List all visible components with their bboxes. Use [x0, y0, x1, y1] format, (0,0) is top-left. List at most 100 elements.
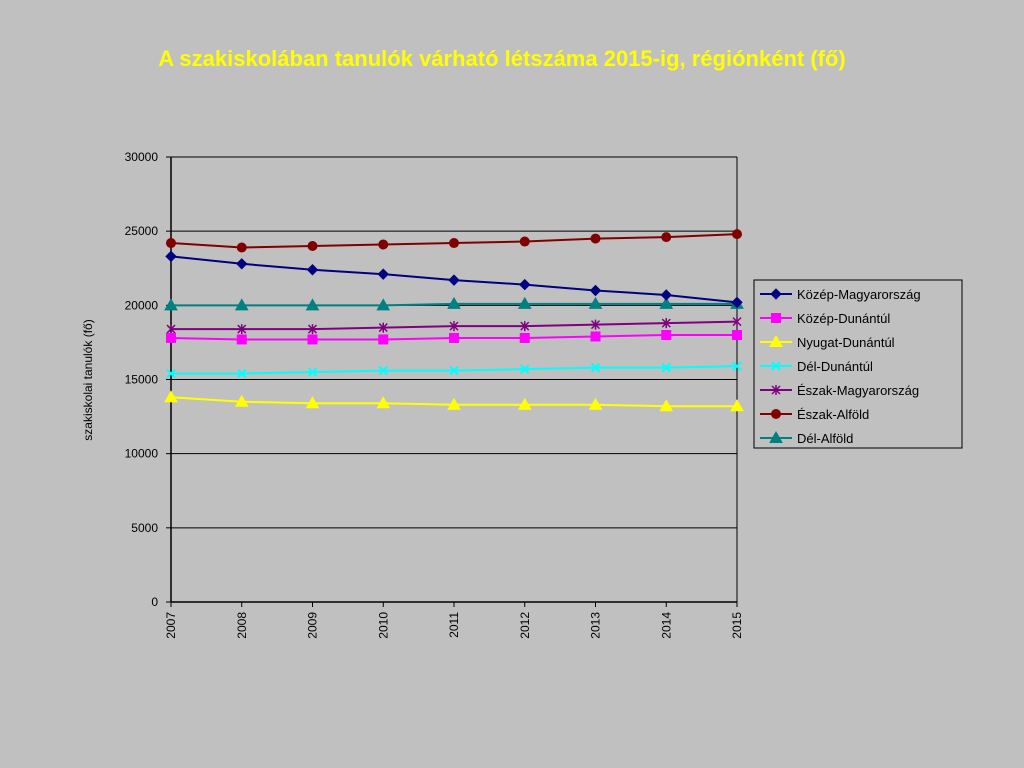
- data-point: [164, 298, 178, 311]
- data-point: [166, 324, 176, 335]
- y-tick-labels: 0 5000 10000 15000 20000 25000 30000: [125, 150, 159, 609]
- legend-label: Dél-Alföld: [797, 431, 853, 446]
- legend-box: [753, 279, 963, 449]
- data-point: [164, 390, 178, 403]
- x-tick-label: 2015: [730, 612, 744, 639]
- data-point: [449, 365, 459, 376]
- series-5: [166, 229, 742, 253]
- series-1: [166, 330, 742, 345]
- data-point: [732, 316, 742, 327]
- y-tick-label: 10000: [125, 447, 159, 461]
- data-point: [519, 236, 530, 247]
- legend-label: Észak-Alföld: [797, 407, 869, 422]
- data-point: [378, 322, 388, 333]
- data-point: [659, 399, 674, 412]
- y-tick-label: 25000: [125, 224, 159, 238]
- legend-label: Nyugat-Dunántúl: [797, 335, 895, 350]
- data-point: [378, 239, 389, 250]
- legend-label: Közép-Magyarország: [797, 287, 921, 302]
- series-6: [164, 296, 744, 311]
- data-point: [520, 364, 530, 374]
- data-point: [307, 324, 318, 335]
- data-point: [589, 284, 602, 297]
- legend-entry: Nyugat-Dunántúl: [760, 334, 895, 350]
- data-point: [661, 330, 672, 340]
- legend-swatch-marker: [771, 313, 781, 323]
- legend-label: Közép-Dunántúl: [797, 311, 890, 326]
- series-2: [164, 390, 744, 412]
- data-point: [236, 242, 247, 253]
- data-point: [520, 321, 530, 332]
- x-tick-label: 2014: [659, 612, 673, 639]
- data-point: [519, 278, 531, 291]
- data-point: [306, 264, 319, 276]
- data-point: [590, 362, 601, 373]
- legend-swatch-marker: [769, 430, 783, 443]
- y-tick-label: 0: [151, 595, 158, 609]
- data-point: [376, 396, 391, 409]
- data-point: [732, 330, 742, 340]
- series-4: [166, 316, 742, 335]
- legend-entry: Közép-Dunántúl: [760, 311, 890, 326]
- data-point: [730, 399, 744, 412]
- data-point: [661, 232, 672, 243]
- data-point: [660, 289, 672, 301]
- data-point: [590, 331, 601, 342]
- x-tick-label: 2011: [447, 612, 461, 638]
- x-tick-label: 2009: [306, 612, 320, 639]
- data-point: [236, 258, 248, 270]
- data-point: [166, 332, 176, 343]
- series-lines: [164, 229, 744, 412]
- series-3: [166, 361, 742, 379]
- legend-entry: Észak-Alföld: [760, 407, 869, 422]
- data-point: [517, 296, 532, 309]
- legend-entry: Észak-Magyarország: [760, 383, 919, 398]
- y-axis-label: szakiskolai tanulók (fő): [81, 319, 95, 440]
- data-point: [661, 362, 671, 373]
- data-point: [237, 368, 247, 379]
- legend: Közép-Magyarország Közép-Dunántúl Nyugat-D…: [753, 279, 963, 449]
- x-tick-labels: 2007 2008 2009 2010 2011 2012 2013 2014 2015: [164, 612, 744, 639]
- data-point: [234, 298, 249, 311]
- data-point: [449, 332, 459, 343]
- data-point: [449, 238, 459, 249]
- y-tick-label: 20000: [125, 298, 159, 312]
- data-point: [447, 397, 461, 410]
- data-point: [590, 319, 601, 330]
- data-point: [590, 233, 601, 244]
- legend-entry: Dél-Dunántúl: [760, 359, 873, 374]
- data-point: [731, 296, 743, 309]
- legend-swatch-marker: [771, 385, 781, 395]
- data-point: [732, 229, 742, 240]
- data-point: [234, 394, 249, 407]
- data-point: [305, 396, 320, 409]
- data-point: [732, 361, 742, 371]
- series-0: [165, 250, 743, 309]
- data-point: [166, 238, 176, 249]
- data-point: [661, 318, 671, 329]
- x-tick-label: 2013: [589, 612, 603, 639]
- data-point: [448, 274, 460, 286]
- data-point: [377, 268, 389, 280]
- legend-entry: Közép-Magyarország: [760, 287, 921, 302]
- x-tick-label: 2008: [235, 612, 249, 639]
- x-tick-label: 2007: [164, 612, 178, 639]
- legend-label: Észak-Magyarország: [797, 383, 919, 398]
- data-point: [307, 367, 318, 377]
- data-point: [449, 321, 459, 332]
- data-point: [237, 324, 247, 335]
- legend-label: Dél-Dunántúl: [797, 359, 873, 374]
- data-point: [305, 298, 320, 311]
- slide-title: A szakiskolában tanulók várható létszáma…: [158, 46, 846, 71]
- data-point: [447, 296, 461, 309]
- data-point: [166, 368, 176, 379]
- axes: [166, 156, 738, 607]
- x-tick-label: 2012: [518, 612, 532, 639]
- y-tick-label: 5000: [131, 521, 158, 535]
- legend-swatch-marker: [771, 361, 781, 371]
- y-tick-label: 30000: [125, 150, 159, 164]
- legend-entry: Dél-Alföld: [760, 430, 853, 446]
- data-point: [519, 332, 530, 343]
- data-point: [517, 397, 532, 410]
